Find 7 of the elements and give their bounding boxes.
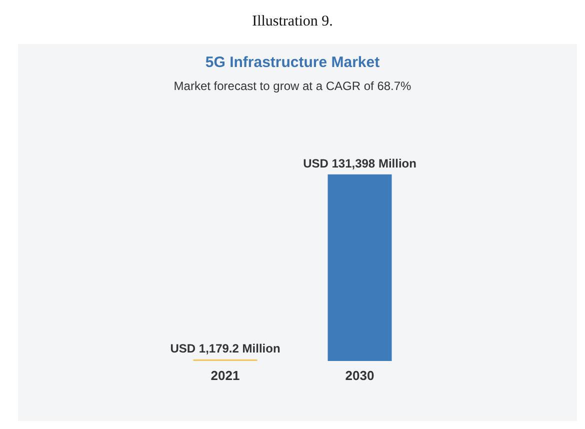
chart-subtitle: Market forecast to grow at a CAGR of 68.7% [174, 79, 412, 93]
data-label: USD 131,398 Million [303, 156, 416, 170]
x-tick-label: 2021 [210, 368, 240, 383]
text: Illustration 9. [252, 14, 333, 30]
chart-title: 5G Infrastructure Market [205, 54, 380, 71]
x-tick-label: 2030 [345, 368, 374, 383]
data-label: USD 1,179.2 Million [170, 341, 280, 356]
